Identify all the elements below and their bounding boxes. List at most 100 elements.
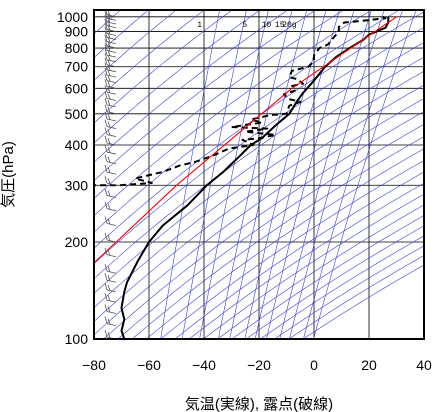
wind-barb [104,62,117,73]
plot-frame [93,9,425,340]
wind-barb-flag [104,329,108,338]
wind-barb-flag [104,14,108,23]
dry-adiabat-line [94,56,424,294]
x-tick-label: 0 [310,357,318,373]
wind-barb-flag [104,273,108,281]
wind-barb-flag [107,266,111,273]
wind-barb-flag [107,13,111,20]
wind-barb-flag [104,216,108,224]
wind-barb-staff [106,151,117,155]
x-tick-label: −60 [137,357,161,373]
dry-adiabat-line [94,98,424,336]
wind-barb-flag [107,178,111,185]
wind-barb-staff [106,254,117,258]
wind-barb [104,85,117,95]
wind-barb-staff [106,239,117,243]
wind-barb-flag [107,318,111,325]
mixing-ratio-line [218,10,293,339]
wind-barb-flag [107,113,111,120]
wind-barb-flag [107,99,111,106]
wind-barb [104,104,117,115]
y-tick-label: 300 [65,177,89,193]
wind-barb-flag [107,249,111,256]
background-lines [94,10,424,339]
wind-barb-flag [107,137,111,144]
wind-barb-flag [107,203,111,210]
wind-barb-flag [107,284,111,291]
wind-barb-staff [106,208,117,212]
y-tick-label: 600 [65,80,89,96]
wind-barb [104,164,117,175]
mixing-ratio-label: 1 [197,21,202,30]
wind-barb-flag [104,43,108,51]
mixing-ratio-line [279,10,372,339]
wind-barb-flag [104,30,108,38]
wind-barb-flag [107,93,111,100]
wind-barb-flag [104,85,108,93]
wind-barb-staff [106,182,117,186]
wind-barb-flag [107,146,111,153]
wind-barb-flag [105,10,108,15]
wind-barb [104,119,117,129]
wind-barb-flag [104,57,108,65]
wind-barb-flag [107,306,111,313]
wind-barb-staff [106,80,117,83]
wind-barb-flag [107,28,111,35]
mixing-ratio-label: 15 [275,21,285,30]
wind-barb-flag [104,127,108,135]
mixing-ratio-line [229,10,308,339]
wind-barb [104,79,117,89]
wind-barb-flag [107,166,111,173]
dry-adiabat-line [94,10,149,59]
dry-adiabat-line [94,10,233,124]
wind-barb-flag [104,26,108,34]
wind-barb-flag [104,119,108,127]
x-tick-label: −40 [192,357,216,373]
wind-barb-flag [104,176,108,184]
wind-barb-staff [106,171,117,175]
wind-barb-staff [106,142,117,146]
wind-barb-staff [106,118,117,122]
wind-barb [104,304,117,314]
wind-barb-flag [107,24,111,31]
wind-barb [104,127,117,137]
y-tick-label: 1000 [57,9,88,25]
wind-barb [104,144,117,155]
dry-adiabat-line [288,255,424,339]
wind-barb-flag [104,135,108,144]
wind-barb-flag [104,247,108,255]
wind-barb-staff [106,85,117,89]
wind-barb-flag [104,62,108,70]
y-tick-label: 200 [65,234,89,250]
wind-barb-flag [104,264,108,272]
mixing-ratio-line [266,10,355,339]
wind-barb-staff [106,279,117,283]
wind-barb [104,247,117,258]
dry-adiabat-line [203,193,424,339]
dry-adiabat-line [160,160,424,339]
wind-barb-flag [107,59,111,66]
dry-adiabat-line [94,70,424,309]
wind-barb-flag [104,293,108,301]
mixing-ratio-line [199,10,269,339]
wind-barb-staff [106,311,117,314]
wind-barb-staff [106,91,117,95]
wind-barb-flag [104,67,108,76]
wind-barb-flag [104,111,108,120]
wind-barb-staff [106,161,117,165]
wind-barb-flag [104,154,108,162]
wind-barb-flag [107,32,111,39]
wind-barb-flag [104,282,108,291]
wind-barb-flag [104,18,108,26]
wind-barb-flag [107,20,111,27]
mixing-ratio-line [254,10,340,339]
wind-barb-flag [104,232,108,241]
wind-barb-flag [107,54,111,61]
wind-barb-flag [107,129,111,136]
wind-barb-flag [107,190,111,197]
wind-barb-flag [107,49,111,56]
wind-barb-flag [107,156,111,163]
